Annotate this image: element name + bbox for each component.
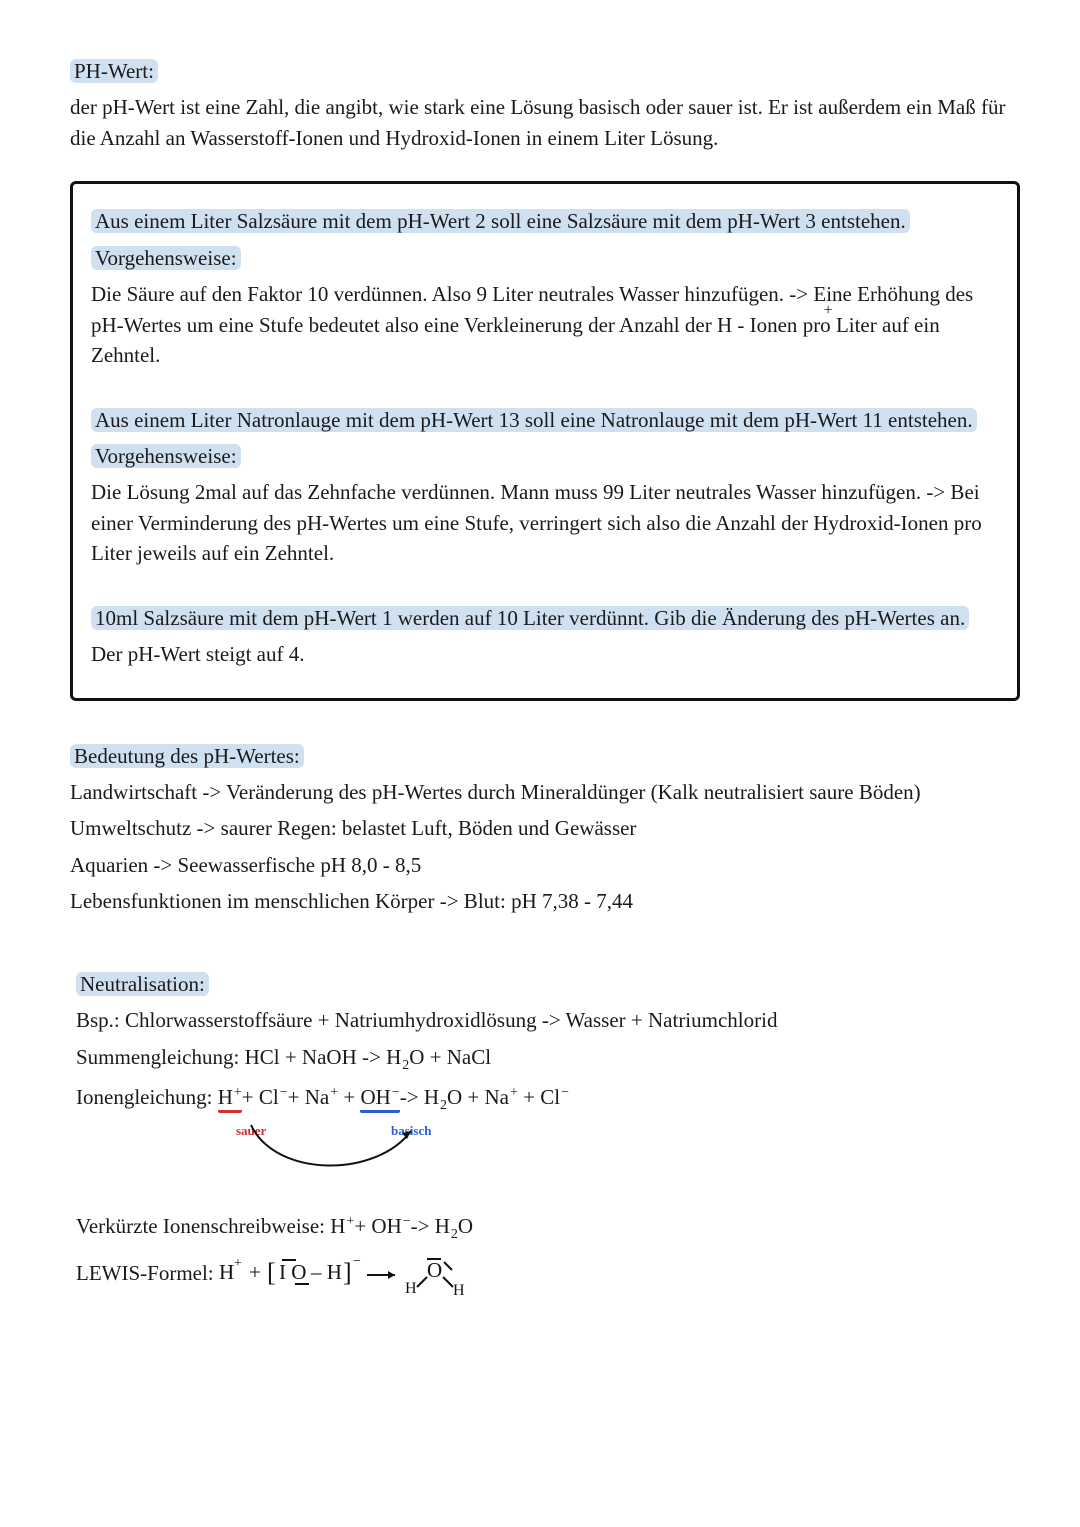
bedeutung-line-2: Aquarien -> Seewasserfische pH 8,0 - 8,5 — [70, 850, 1020, 880]
neutralisation-bsp: Bsp.: Chlorwasserstoffsäure + Natriumhyd… — [76, 1005, 1020, 1035]
plus-over-pro-icon: + — [824, 299, 833, 322]
svg-text:]: ] — [343, 1258, 352, 1287]
svg-text:+: + — [234, 1256, 242, 1271]
ex1-proc-label: Vorgehensweise: — [91, 246, 241, 270]
h-plus-sauer: H+ — [218, 1085, 242, 1113]
heading-neutralisation: Neutralisation: — [76, 972, 209, 996]
ex2-question: Aus einem Liter Natronlauge mit dem pH-W… — [91, 408, 977, 432]
ex3-question: 10ml Salzsäure mit dem pH-Wert 1 werden … — [91, 606, 969, 630]
ex2-answer: Die Lösung 2mal auf das Zehnfache verdün… — [91, 477, 999, 568]
svg-text:– H: – H — [310, 1260, 342, 1284]
annot-basisch: basisch — [391, 1123, 432, 1138]
bedeutung-line-1: Umweltschutz -> saurer Regen: belastet L… — [70, 813, 1020, 843]
bedeutung-line-0: Landwirtschaft -> Veränderung des pH-Wer… — [70, 777, 1020, 807]
section-neutralisation: Neutralisation: Bsp.: Chlorwasserstoffsä… — [70, 969, 1020, 1299]
svg-text:+: + — [249, 1260, 261, 1284]
bedeutung-line-3: Lebensfunktionen im menschlichen Körper … — [70, 886, 1020, 916]
svg-text:H: H — [219, 1260, 234, 1284]
svg-text:H: H — [405, 1280, 417, 1297]
summengleichung: Summengleichung: HCl + NaOH -> H2O + NaC… — [76, 1042, 1020, 1076]
lewis-formula-svg: H + + [ I O – H ] − H — [219, 1251, 519, 1299]
svg-text:H: H — [453, 1282, 465, 1299]
heading-ph-wert: PH-Wert: — [70, 59, 158, 83]
ionengleichung: Ionengleichung: H++ Cl−+ Na+ + OH−-> H2O… — [76, 1082, 1020, 1116]
ex1-answer: Die Säure auf den Faktor 10 verdünnen. A… — [91, 279, 999, 370]
ph-wert-body: der pH-Wert ist eine Zahl, die angibt, w… — [70, 92, 1020, 153]
ex3-answer: Der pH-Wert steigt auf 4. — [91, 639, 999, 669]
examples-box: Aus einem Liter Salzsäure mit dem pH-Wer… — [70, 181, 1020, 700]
section-ph-wert: PH-Wert: der pH-Wert ist eine Zahl, die … — [70, 56, 1020, 153]
svg-text:[: [ — [267, 1258, 276, 1287]
arc-arrow-icon: sauer basisch — [206, 1123, 626, 1175]
ex1-question: Aus einem Liter Salzsäure mit dem pH-Wer… — [91, 209, 910, 233]
svg-text:O: O — [427, 1258, 442, 1282]
heading-bedeutung: Bedeutung des pH-Wertes: — [70, 744, 304, 768]
ex2-proc-label: Vorgehensweise: — [91, 444, 241, 468]
lewis-formel: LEWIS-Formel: H + + [ I O – H ] − — [76, 1251, 1020, 1299]
svg-text:−: − — [353, 1254, 361, 1269]
oh-minus-basisch: OH− — [360, 1085, 399, 1113]
svg-text:I O: I O — [279, 1260, 306, 1284]
section-bedeutung: Bedeutung des pH-Wertes: Landwirtschaft … — [70, 741, 1020, 917]
short-ion-eq: Verkürzte Ionenschreibweise: H++ OH−-> H… — [76, 1211, 1020, 1299]
ion-annotation-row: sauer basisch — [76, 1123, 1020, 1175]
